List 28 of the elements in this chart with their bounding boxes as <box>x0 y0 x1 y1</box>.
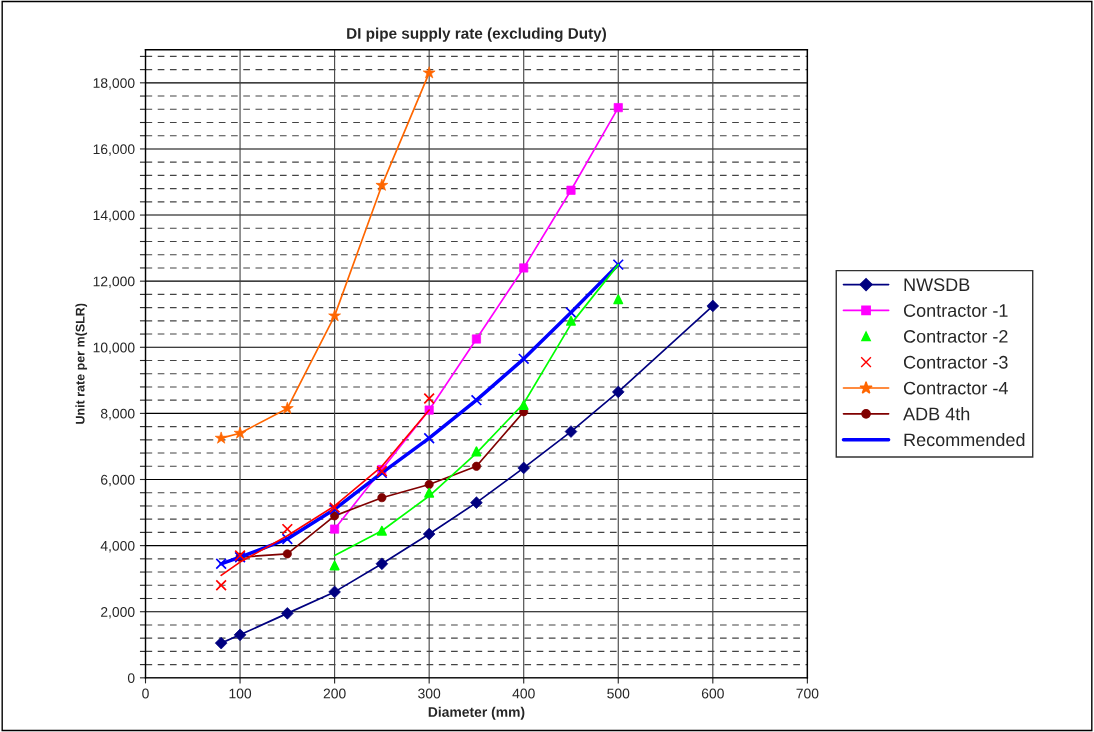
y-tick-label: 8,000 <box>100 408 135 421</box>
y-tick-label: 14,000 <box>93 210 135 222</box>
x-axis-title: Diameter (mm) <box>428 706 525 720</box>
legend-label: Contractor -4 <box>903 381 1008 395</box>
legend-label: NWSDB <box>904 278 970 292</box>
chart-title: DI pipe supply rate (excluding Duty) <box>347 27 606 42</box>
y-tick-label: 4,000 <box>100 540 135 553</box>
legend-label: Contractor -3 <box>903 355 1008 369</box>
legend-label: ADB 4th <box>903 407 970 421</box>
y-tick-label: 16,000 <box>93 144 135 156</box>
x-tick-label: 400 <box>512 688 535 699</box>
x-tick-label: 0 <box>142 688 149 699</box>
y-tick-label: 2,000 <box>101 607 135 619</box>
y-tick-label: 12,000 <box>93 276 135 288</box>
x-tick-label: 700 <box>796 688 819 699</box>
x-tick-label: 100 <box>229 688 252 699</box>
x-tick-label: 600 <box>701 688 724 699</box>
x-tick-label: 500 <box>607 688 630 699</box>
x-tick-label: 300 <box>418 688 441 699</box>
legend-label: Contractor -1 <box>903 304 1008 317</box>
y-tick-label: 18,000 <box>93 78 135 90</box>
x-tick-label: 200 <box>323 688 346 699</box>
y-axis-title: Unit rate per m(SLR) <box>75 303 88 424</box>
y-tick-label: 0 <box>127 673 135 683</box>
legend-label: Recommended <box>904 432 1025 447</box>
y-tick-label: 10,000 <box>93 342 135 355</box>
legend-label: Contractor -2 <box>903 330 1008 343</box>
y-tick-label: 6,000 <box>101 474 135 487</box>
